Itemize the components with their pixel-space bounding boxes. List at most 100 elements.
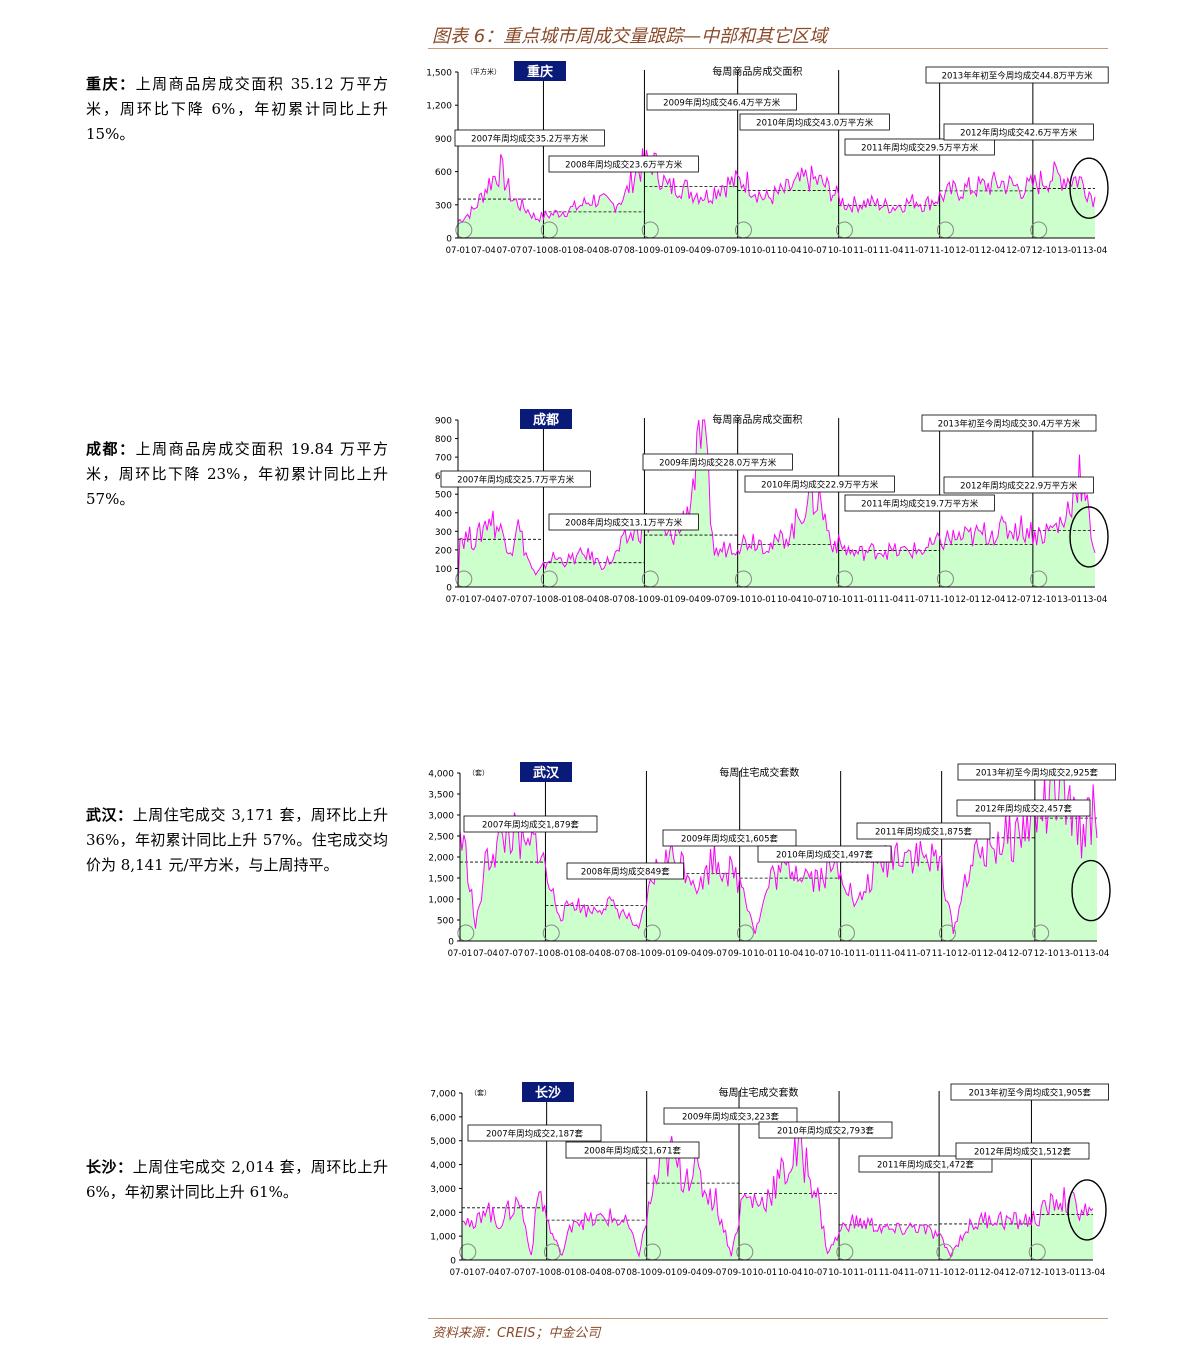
x-tick-label: 11-04 [879,595,904,605]
y-tick-label: 7,000 [430,1090,456,1100]
x-tick-label: 13-04 [1085,949,1110,959]
x-tick-label: 07-07 [497,246,522,256]
city-badge [520,409,572,429]
y-tick-label: 4,000 [428,770,454,780]
annotation-box [662,829,797,847]
y-tick-label: 6,000 [430,1113,456,1123]
desc-city: 重庆： [86,75,136,93]
x-tick-label: 12-07 [1006,595,1031,605]
annotation-label: 2007年周均成交25.7万平方米 [457,475,575,486]
annotation-box [463,815,598,833]
y-tick-label: 300 [435,201,452,211]
x-tick-label: 11-07 [904,246,929,256]
annotation-box [943,476,1094,494]
annotation-box [950,1083,1110,1101]
x-tick-label: 09-04 [675,595,700,605]
desc-chongqing: 重庆：上周商品房成交面积 35.12 万平方米，周环比下降 6%，年初累计同比上… [86,72,388,147]
x-tick-label: 08-01 [550,949,575,959]
y-tick-label: 200 [435,546,452,556]
x-tick-label: 07-04 [471,246,496,256]
annotation-box [956,799,1091,817]
x-tick-label: 13-01 [1055,1268,1080,1278]
x-tick-label: 11-04 [879,246,904,256]
x-tick-label: 08-07 [601,1268,626,1278]
city-badge-label: 长沙 [535,1085,561,1101]
x-tick-label: 09-01 [652,1268,677,1278]
x-tick-label: 12-01 [954,1268,979,1278]
x-tick-label: 07-04 [475,1268,500,1278]
annotation-box [454,129,605,147]
x-tick-label: 11-01 [853,595,878,605]
x-tick-label: 07-04 [471,595,496,605]
city-badge-label: 武汉 [533,765,560,781]
unit-label: （平方米） [466,67,501,76]
y-tick-label: 1,200 [426,102,452,112]
annotation-box [663,1107,798,1125]
x-tick-label: 08-01 [548,595,573,605]
annotation-label: 2012年周均成交2,457套 [975,804,1072,815]
x-tick-label: 07-07 [500,1268,525,1278]
annotation-label: 2012年周均成交22.9万平方米 [960,481,1078,492]
x-tick-label: 10-10 [828,246,853,256]
area-fill [458,420,1095,587]
x-tick-label: 12-01 [955,246,980,256]
city-badge [522,1082,574,1102]
x-tick-label: 10-10 [830,949,855,959]
desc-changsha: 长沙：上周住宅成交 2,014 套，周环比上升 6%，年初累计同比上升 61%。 [86,1155,388,1205]
annotation-label: 2011年周均成交1,875套 [875,827,972,838]
x-tick-label: 11-10 [930,246,955,256]
x-tick-label: 12-04 [981,246,1006,256]
y-tick-label: 1,500 [426,69,452,79]
x-tick-label: 08-10 [626,949,651,959]
x-tick-label: 09-07 [700,595,725,605]
x-tick-label: 08-04 [576,1268,601,1278]
x-tick-label: 10-04 [777,246,802,256]
x-tick-label: 07-07 [497,595,522,605]
y-tick-label: 100 [435,565,452,575]
x-tick-label: 08-10 [624,595,649,605]
y-tick-label: 2,000 [430,1209,456,1219]
x-tick-label: 08-07 [599,246,624,256]
x-tick-label: 12-01 [955,595,980,605]
x-tick-label: 07-04 [473,949,498,959]
annotation-box [467,1124,602,1142]
x-tick-label: 09-10 [728,949,753,959]
x-tick-label: 08-04 [573,246,598,256]
x-tick-label: 12-10 [1032,246,1057,256]
x-tick-label: 13-04 [1081,1268,1106,1278]
x-tick-label: 12-10 [1030,1268,1055,1278]
source-note: 资料来源：CREIS；中金公司 [432,1326,601,1341]
x-tick-label: 12-07 [1006,246,1031,256]
x-tick-label: 12-04 [980,1268,1005,1278]
latest-highlight-ellipse [1069,506,1109,568]
x-tick-label: 08-10 [624,246,649,256]
y-tick-label: 800 [435,435,452,445]
y-tick-label: 3,000 [428,812,454,822]
annotation-label: 2013年年初至今周均成交44.8万平方米 [942,71,1094,82]
y-tick-label: 900 [435,135,452,145]
x-tick-label: 11-01 [855,949,880,959]
x-tick-label: 13-01 [1059,949,1084,959]
series-line [457,419,1096,588]
annotation-box [566,862,684,880]
annotation-label: 2008年周均成交849套 [581,867,670,878]
x-tick-label: 09-04 [677,949,702,959]
x-tick-label: 12-07 [1005,1268,1030,1278]
x-tick-label: 08-10 [626,1268,651,1278]
x-tick-label: 13-04 [1083,246,1108,256]
x-tick-label: 08-07 [601,949,626,959]
x-tick-label: 12-07 [1008,949,1033,959]
x-tick-label: 10-10 [828,1268,853,1278]
y-tick-label: 5,000 [430,1137,456,1147]
desc-text: 上周住宅成交 3,171 套，周环比上升 36%，年初累计同比上升 57%。住宅… [86,806,388,874]
x-tick-label: 12-04 [981,595,1006,605]
chart-title: 每周住宅成交套数 [719,1086,799,1099]
desc-text: 上周住宅成交 2,014 套，周环比上升 6%，年初累计同比上升 61%。 [86,1158,388,1201]
chart-title: 每周商品房成交面积 [712,65,802,78]
y-tick-label: 600 [435,168,452,178]
series-line [461,1124,1094,1258]
x-tick-label: 08-01 [551,1268,576,1278]
y-tick-label: 0 [448,938,454,948]
